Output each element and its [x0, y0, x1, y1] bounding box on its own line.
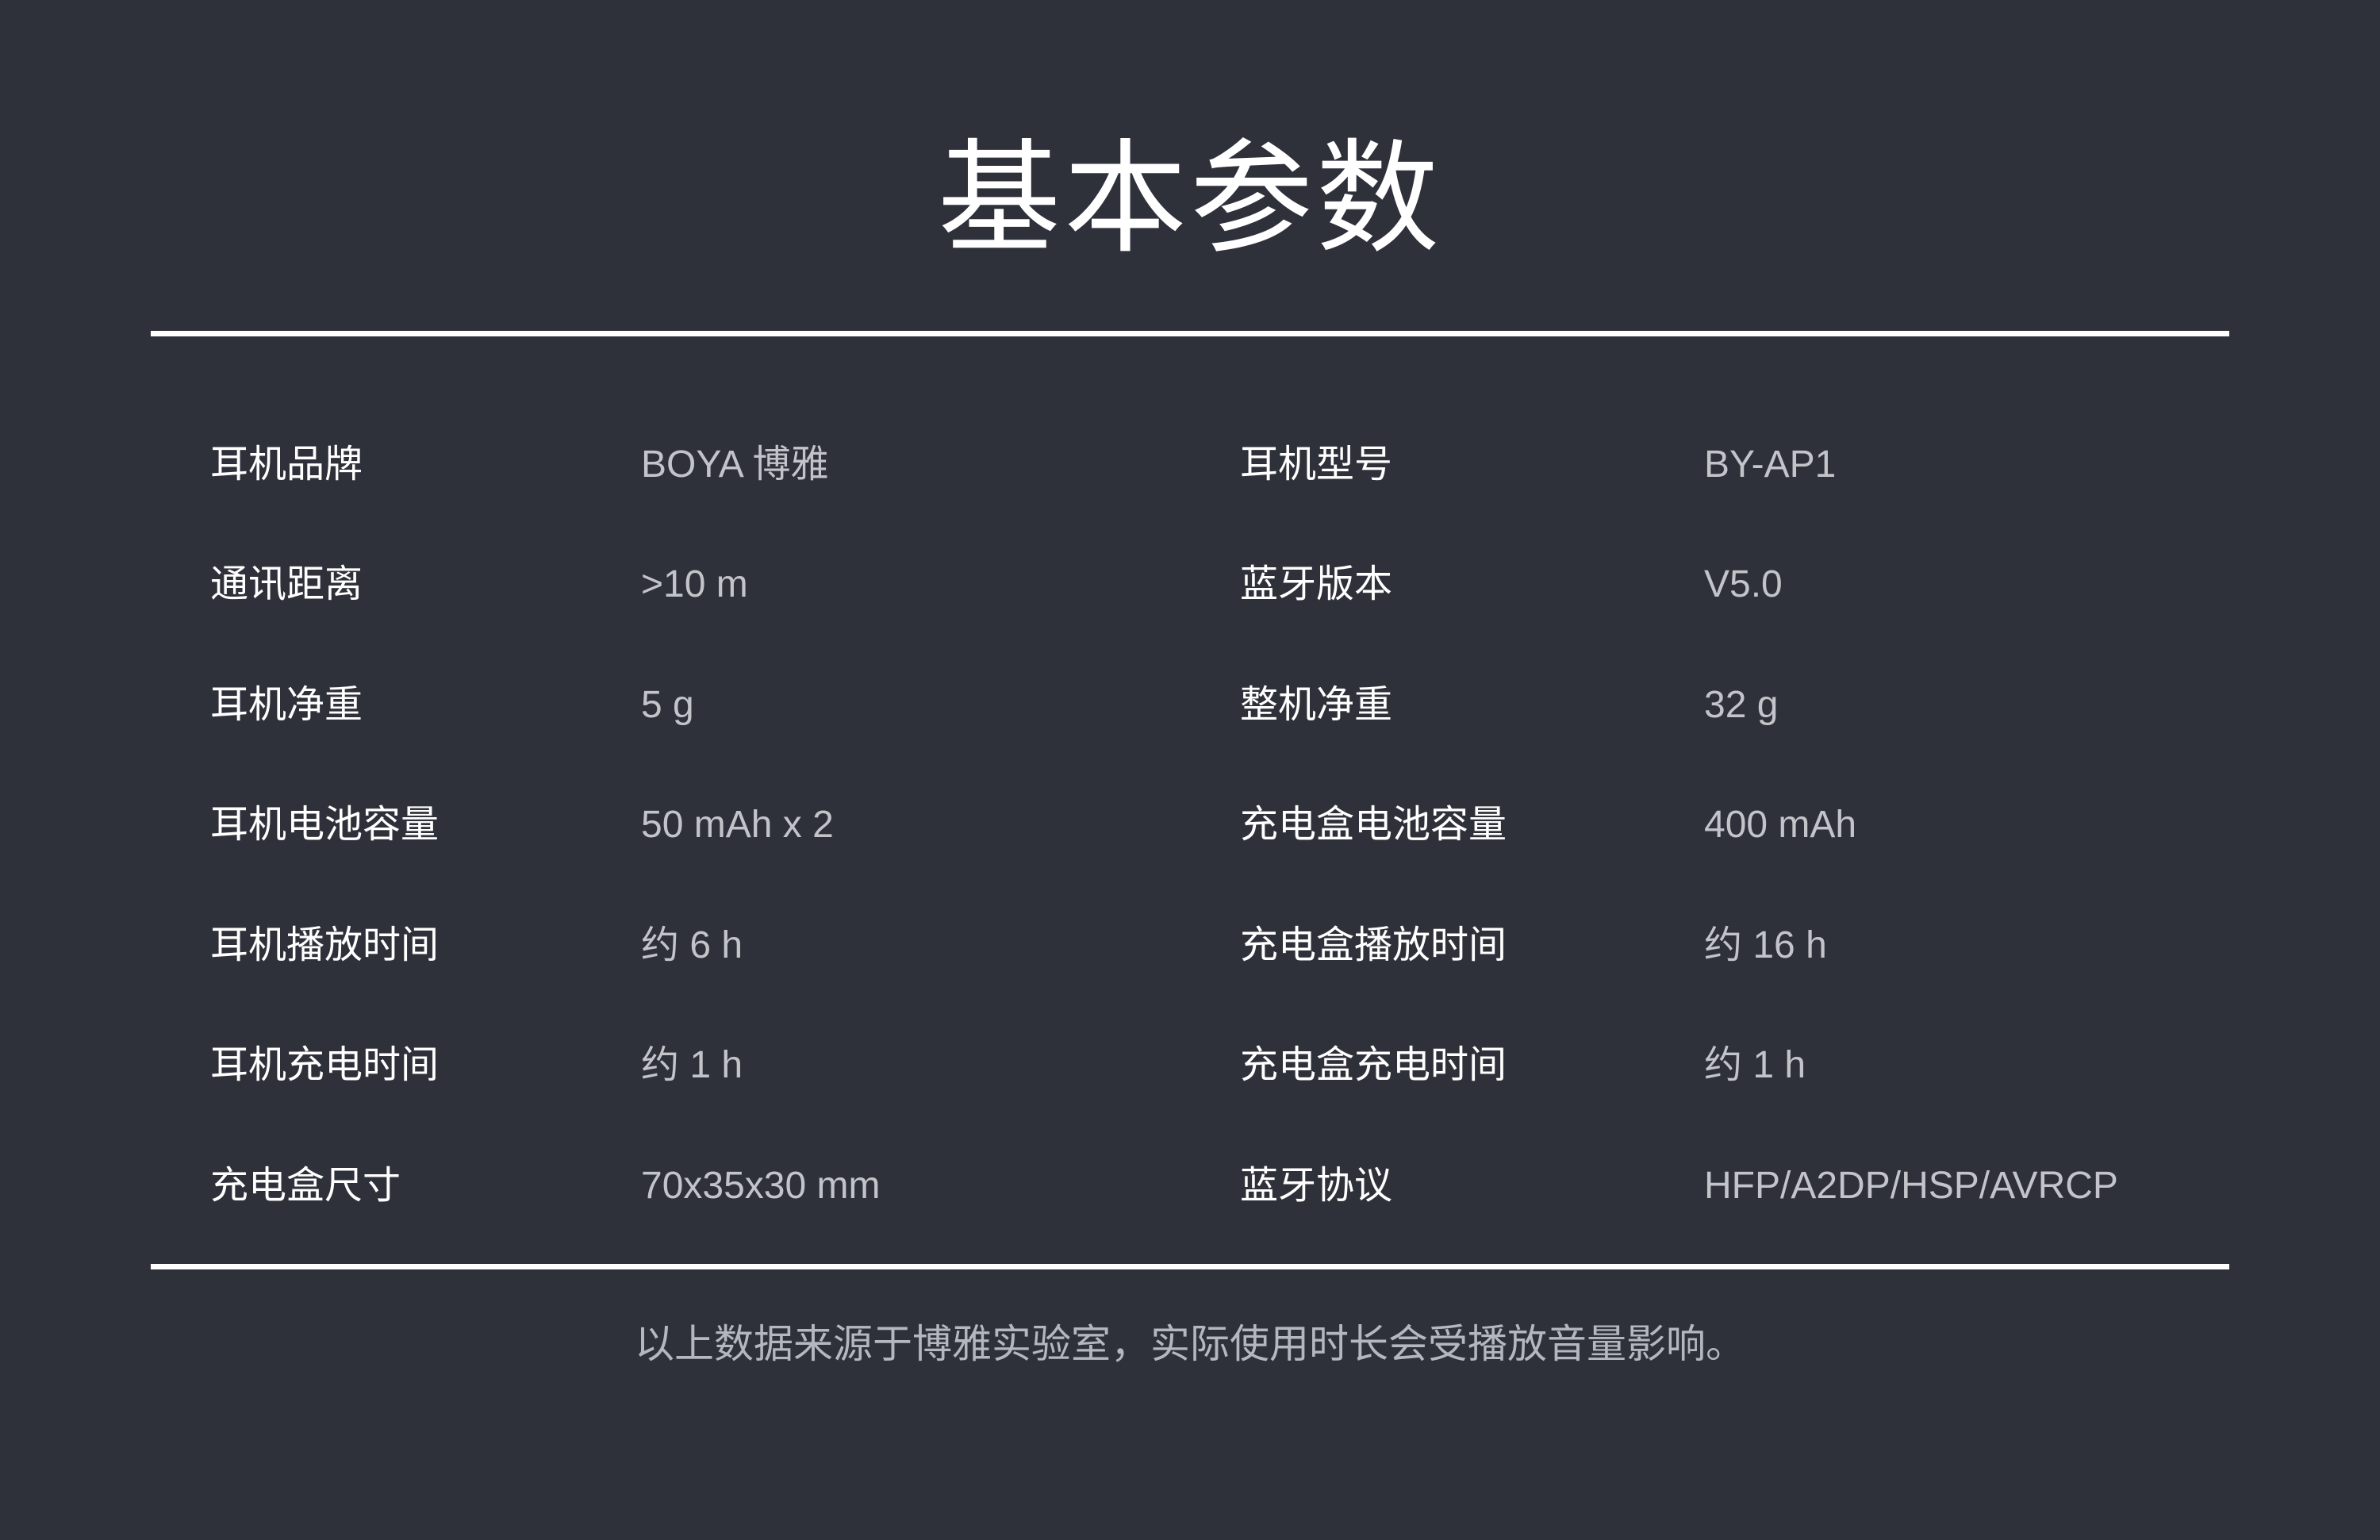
spec-label: 充电盒尺寸 — [210, 1165, 401, 1207]
spec-value: 约 1 h — [641, 1044, 743, 1086]
spec-label: 耳机净重 — [210, 684, 363, 726]
spec-label: 耳机品牌 — [210, 444, 363, 486]
spec-value: 约 1 h — [1704, 1044, 1806, 1086]
spec-label: 蓝牙协议 — [1240, 1165, 1393, 1207]
spec-value: BOYA 博雅 — [641, 444, 829, 486]
spec-row: 耳机电池容量 50 mAh x 2 充电盒电池容量 400 mAh — [0, 805, 2380, 846]
spec-label: 蓝牙版本 — [1240, 563, 1393, 605]
top-divider — [151, 331, 2229, 336]
spec-value: HFP/A2DP/HSP/AVRCP — [1704, 1165, 2118, 1207]
spec-label: 整机净重 — [1240, 684, 1393, 726]
spec-value: 约 6 h — [641, 924, 743, 966]
spec-label: 耳机充电时间 — [210, 1044, 440, 1086]
spec-label: 耳机播放时间 — [210, 924, 440, 966]
spec-label: 耳机电池容量 — [210, 804, 440, 846]
spec-row: 耳机品牌 BOYA 博雅 耳机型号 BY-AP1 — [0, 444, 2380, 486]
page-title: 基本参数 — [938, 130, 1442, 267]
footer-note: 以上数据来源于博雅实验室，实际使用时长会受播放音量影响。 — [635, 1322, 1745, 1366]
spec-value: 约 16 h — [1704, 924, 1827, 966]
spec-row: 耳机充电时间 约 1 h 充电盒充电时间 约 1 h — [0, 1045, 2380, 1086]
spec-value: BY-AP1 — [1704, 444, 1837, 486]
spec-row: 耳机播放时间 约 6 h 充电盒播放时间 约 16 h — [0, 925, 2380, 966]
spec-value: 400 mAh — [1704, 804, 1857, 846]
spec-label: 充电盒充电时间 — [1240, 1044, 1507, 1086]
spec-label: 充电盒电池容量 — [1240, 804, 1507, 846]
spec-value: 5 g — [641, 684, 694, 726]
spec-label: 耳机型号 — [1240, 444, 1393, 486]
spec-label: 通讯距离 — [210, 563, 363, 605]
spec-value: 32 g — [1704, 684, 1779, 726]
spec-value: V5.0 — [1704, 563, 1783, 605]
spec-label: 充电盒播放时间 — [1240, 924, 1507, 966]
spec-value: >10 m — [641, 563, 748, 605]
spec-row: 耳机净重 5 g 整机净重 32 g — [0, 685, 2380, 726]
spec-row: 通讯距离 >10 m 蓝牙版本 V5.0 — [0, 564, 2380, 605]
spec-value: 70x35x30 mm — [641, 1165, 881, 1207]
spec-value: 50 mAh x 2 — [641, 804, 834, 846]
spec-row: 充电盒尺寸 70x35x30 mm 蓝牙协议 HFP/A2DP/HSP/AVRC… — [0, 1166, 2380, 1207]
bottom-divider — [151, 1264, 2229, 1269]
